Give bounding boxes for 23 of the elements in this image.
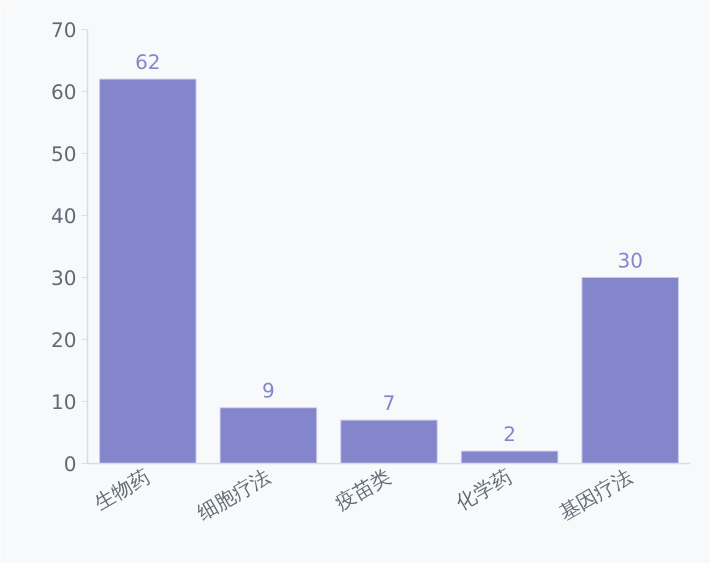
data-label: 62 — [135, 50, 161, 74]
x-tick-label: 疫苗类 — [331, 464, 395, 515]
data-label: 2 — [503, 422, 516, 446]
y-tick-label: 10 — [51, 390, 77, 414]
x-tick-label: 细胞疗法 — [193, 464, 274, 525]
data-label: 30 — [617, 248, 643, 272]
y-tick-label: 40 — [51, 204, 77, 228]
x-tick-label: 生物药 — [90, 464, 154, 515]
y-tick-label: 70 — [51, 18, 77, 42]
bar — [99, 78, 197, 464]
y-tick-label: 20 — [51, 328, 77, 352]
bar — [460, 450, 558, 464]
bar — [340, 420, 438, 464]
y-tick-label: 50 — [51, 142, 77, 166]
data-label: 7 — [382, 391, 396, 416]
x-tick-label: 基因疗法 — [554, 464, 636, 525]
y-tick-label: 0 — [64, 452, 77, 476]
y-tick-label: 60 — [51, 80, 77, 104]
data-label: 9 — [262, 378, 275, 403]
x-tick-label: 化学药 — [452, 464, 516, 515]
y-tick-label: 30 — [51, 266, 77, 290]
bar — [220, 407, 318, 464]
bar — [581, 277, 679, 464]
